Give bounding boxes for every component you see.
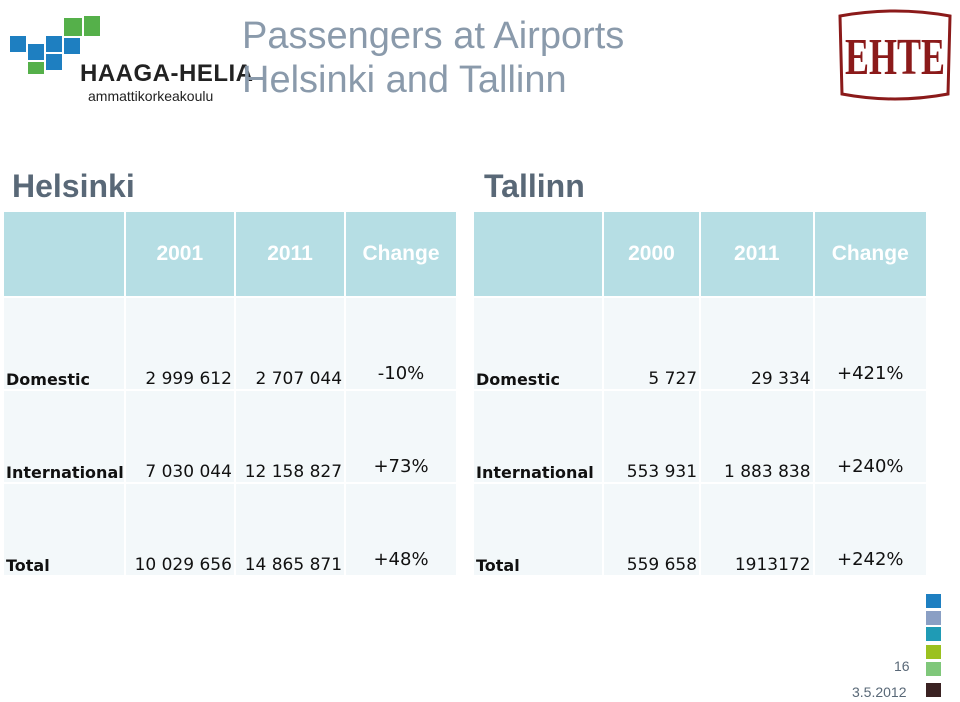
ehte-logo-border <box>838 9 952 101</box>
header-corner-cell <box>4 212 124 296</box>
decor-square <box>926 611 941 625</box>
column-header: 2000 <box>603 212 700 296</box>
logo-name: HAAGA-HELIA <box>80 60 254 87</box>
value-cell: 1913172 <box>701 484 813 575</box>
tallinn-table: 2000 2011 Change Domestic 5 727 29 334 +… <box>472 210 928 577</box>
decor-square <box>926 683 941 697</box>
logo-square <box>64 18 82 36</box>
row-label: International <box>474 391 602 482</box>
value-cell: 12 158 827 <box>235 391 345 482</box>
helsinki-table: 2001 2011 Change Domestic 2 999 612 2 70… <box>2 210 458 577</box>
change-cell: +240% <box>814 391 926 482</box>
logo-subtitle: ammattikorkeakoulu <box>88 88 214 104</box>
logo-square <box>28 62 44 74</box>
table-header-row: 2000 2011 Change <box>474 212 926 296</box>
column-header: Change <box>346 212 456 296</box>
row-label: Total <box>4 484 124 575</box>
value-cell: 2 707 044 <box>235 298 345 389</box>
decor-square <box>926 594 941 608</box>
ehte-logo-text: EHTE <box>845 29 945 86</box>
decor-square <box>926 627 941 641</box>
row-label: Domestic <box>474 298 602 389</box>
haaga-helia-logo: HAAGA-HELIA ammattikorkeakoulu <box>6 14 253 104</box>
change-cell: +242% <box>814 484 926 575</box>
logo-square <box>84 16 100 36</box>
value-cell: 29 334 <box>701 298 813 389</box>
logo-square <box>28 44 44 60</box>
logo-square <box>46 36 62 52</box>
table-row: Domestic 2 999 612 2 707 044 -10% <box>4 298 456 389</box>
value-cell: 10 029 656 <box>125 484 234 575</box>
change-cell: +48% <box>346 484 456 575</box>
decor-square <box>926 662 941 676</box>
change-cell: -10% <box>346 298 456 389</box>
column-header: Change <box>814 212 926 296</box>
row-label: Total <box>474 484 602 575</box>
decor-square <box>926 645 941 659</box>
column-header: 2011 <box>235 212 345 296</box>
value-cell: 5 727 <box>603 298 700 389</box>
value-cell: 2 999 612 <box>125 298 234 389</box>
tallinn-heading: Tallinn <box>484 168 585 204</box>
table-row: Total 10 029 656 14 865 871 +48% <box>4 484 456 575</box>
logo-square <box>10 36 26 52</box>
title-line-2: Helsinki and Tallinn <box>242 59 567 101</box>
helsinki-heading: Helsinki <box>12 168 135 204</box>
slide-date: 3.5.2012 <box>852 684 907 700</box>
header-corner-cell <box>474 212 602 296</box>
value-cell: 14 865 871 <box>235 484 345 575</box>
value-cell: 1 883 838 <box>701 391 813 482</box>
page-number: 16 <box>894 658 910 674</box>
table-row: Domestic 5 727 29 334 +421% <box>474 298 926 389</box>
value-cell: 553 931 <box>603 391 700 482</box>
logo-square <box>64 38 80 54</box>
column-header: 2001 <box>125 212 234 296</box>
change-cell: +73% <box>346 391 456 482</box>
value-cell: 7 030 044 <box>125 391 234 482</box>
ehte-logo: EHTE <box>838 9 952 101</box>
slide-title: Passengers at Airports Helsinki and Tall… <box>242 14 624 102</box>
row-label: International <box>4 391 124 482</box>
table-row: International 7 030 044 12 158 827 +73% <box>4 391 456 482</box>
column-header: 2011 <box>701 212 813 296</box>
logo-square <box>46 54 62 70</box>
value-cell: 559 658 <box>603 484 700 575</box>
table-row: Total 559 658 1913172 +242% <box>474 484 926 575</box>
title-line-1: Passengers at Airports <box>242 15 625 57</box>
table-row: International 553 931 1 883 838 +240% <box>474 391 926 482</box>
row-label: Domestic <box>4 298 124 389</box>
change-cell: +421% <box>814 298 926 389</box>
table-header-row: 2001 2011 Change <box>4 212 456 296</box>
